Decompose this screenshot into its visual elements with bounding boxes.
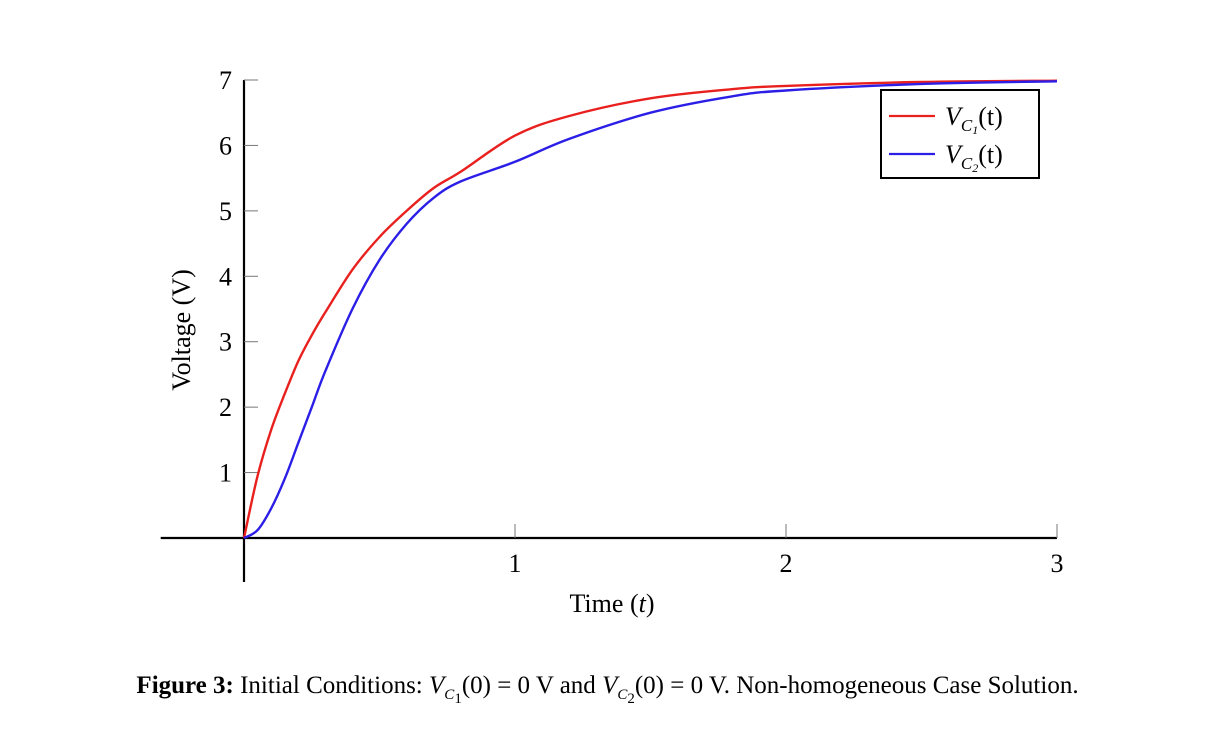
legend-item-2: VC2(t): [889, 140, 1003, 175]
x-axis-title-text: Time: [569, 589, 623, 618]
ticks: 1 2 3 4 5 6 7 1 2 3: [219, 66, 1064, 578]
figure-caption: Figure 3: Initial Conditions: VC1(0) = 0…: [136, 672, 1079, 707]
legend: VC1(t) VC2(t): [880, 89, 1040, 179]
x-axis-title: Time (t): [569, 589, 654, 618]
caption-condition-1: (0) = 0 V and: [461, 672, 603, 699]
caption-label: Figure 3:: [136, 672, 234, 699]
x-axis-title-var: t: [639, 589, 647, 618]
y-tick-label: 1: [219, 459, 232, 488]
y-tick-label: 5: [219, 197, 232, 226]
legend-box: [880, 89, 1040, 179]
y-tick-label: 2: [219, 393, 232, 422]
x-tick-label: 2: [780, 549, 793, 578]
y-tick-label: 6: [219, 131, 232, 160]
caption-intro: Initial Conditions:: [233, 672, 430, 699]
y-tick-label: 4: [219, 262, 232, 291]
axes: [160, 80, 1057, 582]
caption-condition-2: (0) = 0 V. Non-homogeneous Case Solution…: [634, 672, 1079, 699]
x-tick-label: 1: [509, 549, 522, 578]
legend-label-2: VC2(t): [945, 140, 1003, 175]
legend-label-1: VC1(t): [945, 102, 1003, 137]
series-layer: [242, 79, 1058, 540]
series-line-2: [243, 80, 1058, 540]
series-line-1: [242, 79, 1058, 539]
x-tick-label: 3: [1051, 549, 1064, 578]
y-tick-label: 7: [219, 66, 232, 95]
legend-item-1: VC1(t): [889, 102, 1003, 137]
y-tick-label: 3: [219, 328, 232, 357]
y-axis-title: Voltage (V): [167, 269, 196, 391]
